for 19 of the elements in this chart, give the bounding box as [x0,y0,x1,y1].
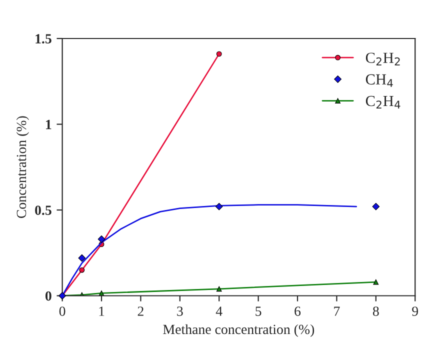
x-tick-label: 4 [216,306,222,316]
legend-label: CH$_{4}$ [366,74,393,87]
x-tick-label: 2 [138,306,144,316]
x-tick-label: 8 [372,306,379,316]
x-tick-label: 3 [177,306,183,316]
x-axis-title: Methane concentration (%) [163,324,314,337]
x-tick-label: 1 [99,306,104,316]
y-axis-title: Concentration (%) [16,116,29,218]
y-tick-label: 0.5 [35,206,52,216]
y-tick-label: 0 [45,291,52,301]
x-tick-label: 9 [412,306,418,316]
x-tick-label: 6 [294,306,301,316]
x-tick-label: 5 [256,306,262,316]
legend-label: C$_{2}$H$_{4}$ [366,96,400,109]
y-tick-label: 1 [46,120,52,130]
legend-label: C$_{2}$H$_{2}$ [366,52,400,66]
x-tick-label: 0 [59,306,66,316]
y-tick-label: 1.5 [36,34,52,44]
x-tick-label: 7 [334,306,340,316]
